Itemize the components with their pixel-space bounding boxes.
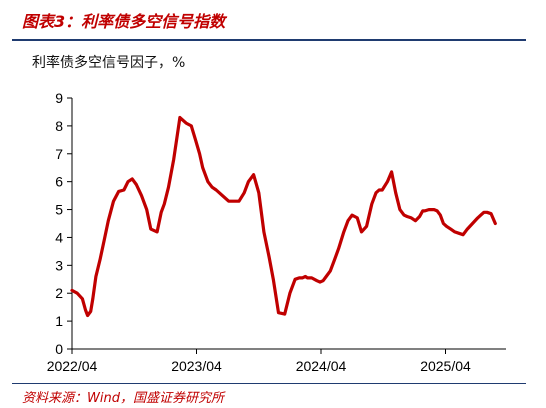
- series-area: [70, 115, 497, 318]
- y-tick-label: 7: [55, 146, 63, 162]
- x-tick-label: 2023/04: [171, 358, 222, 374]
- y-tick-label: 1: [55, 313, 63, 329]
- x-axis: 2022/04 2023/04 2024/04 2025/04: [47, 348, 506, 374]
- top-rule: [12, 39, 526, 41]
- y-tick-label: 8: [55, 118, 63, 134]
- figure-title-text: 利率债多空信号指数: [81, 12, 226, 31]
- chart-title: 利率债多空信号因子，%: [32, 55, 186, 71]
- figure-title: 图表3：利率债多空信号指数: [22, 8, 225, 32]
- x-tick-label: 2024/04: [296, 358, 347, 374]
- x-tick-label: 2025/04: [420, 358, 471, 374]
- bottom-rule: [12, 383, 526, 384]
- y-tick-label: 3: [55, 257, 63, 273]
- y-tick-label: 2: [55, 285, 63, 301]
- x-tick-label: 2022/04: [47, 358, 98, 374]
- y-tick-label: 0: [55, 341, 63, 357]
- y-axis: 0 1 2 3 4 5 6 7 8 9: [55, 90, 73, 357]
- y-tick-label: 9: [55, 90, 63, 106]
- series-line: [70, 115, 497, 318]
- figure-label: 图表3：: [22, 12, 82, 31]
- source-note: 资料来源：Wind，国盛证券研究所: [22, 391, 224, 406]
- y-tick-label: 6: [55, 174, 63, 190]
- y-tick-label: 4: [55, 229, 63, 245]
- y-tick-label: 5: [55, 202, 63, 218]
